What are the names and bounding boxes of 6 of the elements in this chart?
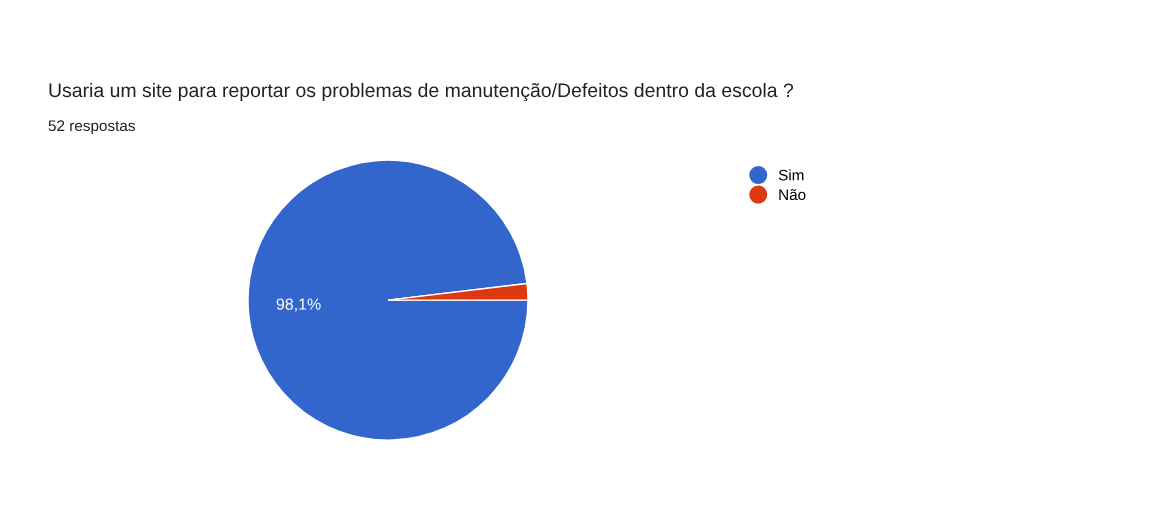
chart-title: Usaria um site para reportar os problemas de manutenção/Defeitos dentro da escola ? <box>49 82 794 102</box>
legend-label: Sim <box>778 169 804 181</box>
data-label: 98,1% <box>276 298 321 312</box>
text: 52 respostas <box>48 120 135 135</box>
pie-slice <box>247 159 529 441</box>
legend-label: Não <box>779 189 806 201</box>
